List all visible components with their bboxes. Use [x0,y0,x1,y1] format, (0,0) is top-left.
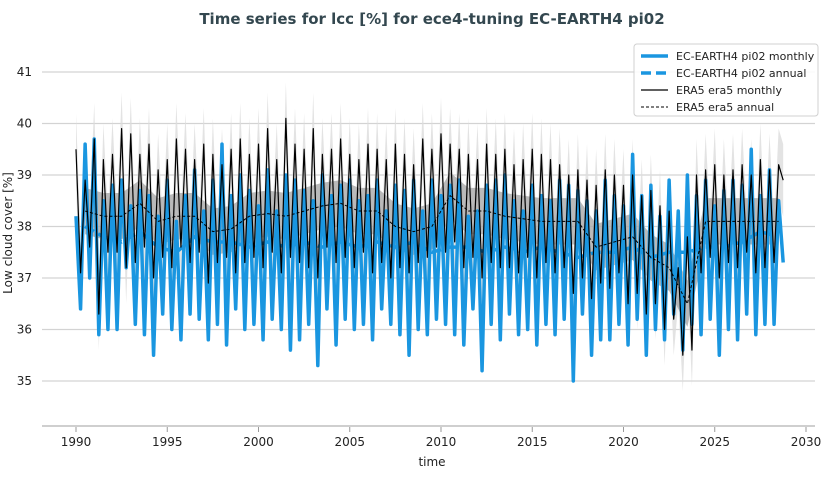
series-lines [74,117,785,383]
y-tick-label: 40 [17,117,32,131]
series-line-era5-era5-monthly [75,117,784,356]
series-line-ec-earth4-pi02-annual [84,224,780,260]
y-tick-label: 38 [17,220,32,234]
y-tick-label: 41 [17,65,32,79]
x-tick-label: 2000 [243,435,274,449]
x-tick-label: 1995 [152,435,183,449]
y-tick-label: 37 [17,271,32,285]
x-tick-label: 2005 [334,435,365,449]
legend-label: EC-EARTH4 pi02 annual [676,67,806,80]
legend: EC-EARTH4 pi02 monthly EC-EARTH4 pi02 ann… [633,43,819,117]
legend-label: EC-EARTH4 pi02 monthly [676,50,815,63]
x-ticks: 1990 1995 2000 2005 2010 2015 2020 2025 2030 [61,427,822,449]
y-tick-label: 36 [17,323,32,337]
y-axis-label: Low cloud cover [%] [1,172,15,294]
x-tick-label: 2015 [517,435,548,449]
legend-label: ERA5 era5 annual [676,101,774,114]
x-axis-label: time [418,455,445,469]
x-tick-label: 2025 [699,435,730,449]
legend-box [633,43,819,117]
x-tick-label: 2020 [608,435,639,449]
legend-label: ERA5 era5 monthly [676,84,782,97]
x-tick-label: 2030 [791,435,822,449]
y-tick-label: 35 [17,374,32,388]
chart-title: Time series for lcc [%] for ece4-tuning … [199,10,664,28]
x-tick-label: 2010 [426,435,457,449]
y-ticks: 35 36 37 38 39 40 41 [17,65,32,388]
x-tick-label: 1990 [61,435,92,449]
series-line-era5-era5-annual [84,195,779,305]
y-tick-label: 39 [17,168,32,182]
